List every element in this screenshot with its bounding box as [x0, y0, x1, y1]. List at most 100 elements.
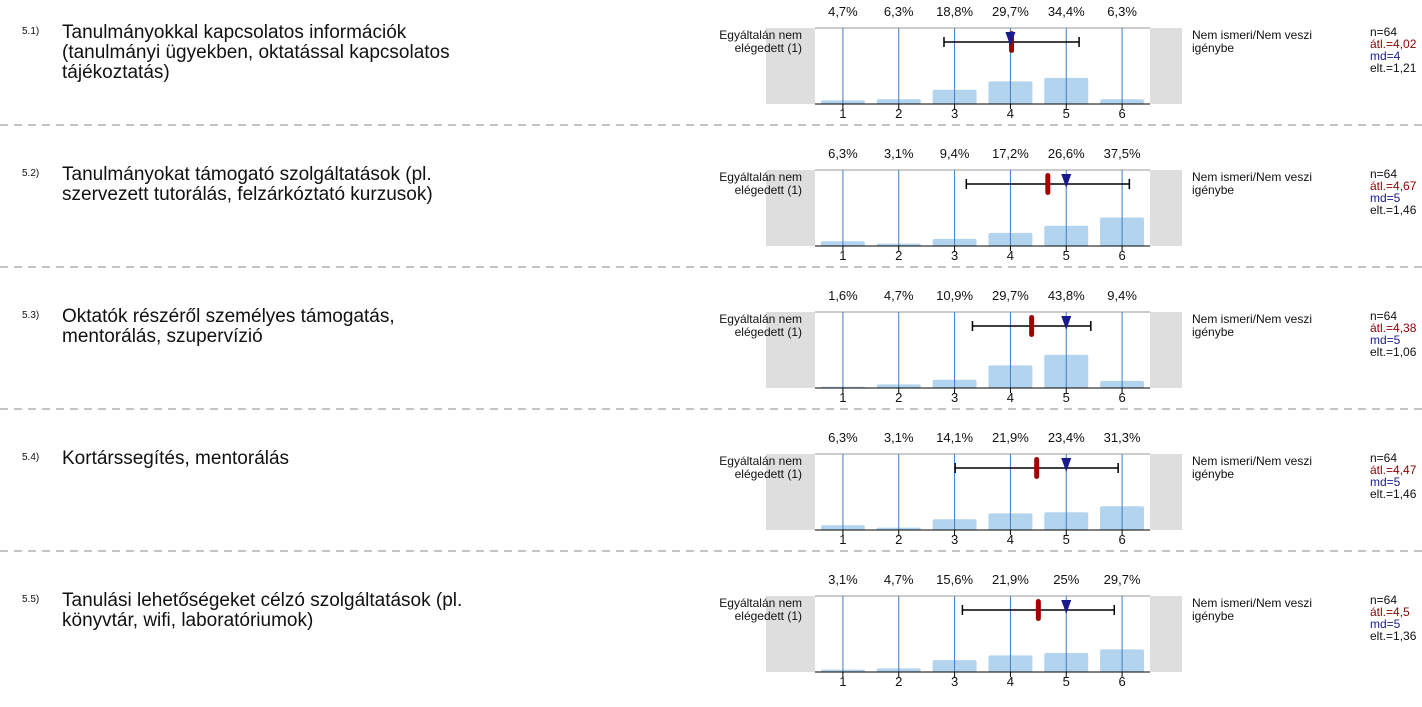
- stat-sd: elt.=1,46: [1370, 487, 1417, 501]
- right-label: Nem ismeri/Nem veszi: [1192, 454, 1312, 468]
- value-label: 23,4%: [1048, 430, 1085, 445]
- item-title: Oktatók részéről személyes támogatás,: [62, 306, 395, 327]
- left-label: Egyáltalán nem: [719, 170, 802, 184]
- right-box: [1150, 454, 1182, 530]
- value-label: 34,4%: [1048, 4, 1085, 19]
- value-label: 1,6%: [828, 288, 858, 303]
- left-label: Egyáltalán nem: [719, 454, 802, 468]
- median-marker: [1061, 458, 1072, 472]
- value-label: 29,7%: [992, 4, 1029, 19]
- right-label: igénybe: [1192, 325, 1234, 339]
- left-label: elégedett (1): [735, 609, 802, 623]
- x-tick-label: 1: [839, 532, 846, 547]
- left-box: [766, 28, 815, 104]
- stat-n: n=64: [1370, 25, 1397, 39]
- value-label: 21,9%: [992, 572, 1029, 587]
- x-tick-label: 2: [895, 248, 902, 263]
- stat-median: md=5: [1370, 333, 1401, 347]
- value-label: 21,9%: [992, 430, 1029, 445]
- value-label: 43,8%: [1048, 288, 1085, 303]
- x-tick-label: 3: [951, 532, 958, 547]
- x-tick-label: 3: [951, 106, 958, 121]
- left-label: Egyáltalán nem: [719, 596, 802, 610]
- stat-sd: elt.=1,46: [1370, 203, 1417, 217]
- x-tick-label: 2: [895, 390, 902, 405]
- stat-mean: átl.=4,47: [1370, 463, 1417, 477]
- value-label: 31,3%: [1104, 430, 1141, 445]
- x-tick-label: 5: [1063, 106, 1070, 121]
- value-label: 15,6%: [936, 572, 973, 587]
- left-box: [766, 454, 815, 530]
- item-number: 5.5): [22, 594, 39, 605]
- x-tick-label: 5: [1063, 248, 1070, 263]
- x-tick-label: 6: [1118, 532, 1125, 547]
- value-label: 29,7%: [1104, 572, 1141, 587]
- mean-marker: [1045, 173, 1051, 195]
- x-tick-label: 5: [1063, 532, 1070, 547]
- right-label: igénybe: [1192, 41, 1234, 55]
- x-tick-label: 4: [1007, 248, 1014, 263]
- x-tick-label: 2: [895, 532, 902, 547]
- value-label: 9,4%: [1107, 288, 1137, 303]
- left-label: elégedett (1): [735, 183, 802, 197]
- item-title: Tanulmányokkal kapcsolatos információk: [62, 22, 407, 43]
- stat-sd: elt.=1,21: [1370, 61, 1417, 75]
- left-label: Egyáltalán nem: [719, 28, 802, 42]
- left-label: elégedett (1): [735, 325, 802, 339]
- right-box: [1150, 312, 1182, 388]
- stat-mean: átl.=4,02: [1370, 37, 1417, 51]
- item-title: Tanulási lehetőségeket célzó szolgáltatá…: [62, 590, 462, 611]
- value-label: 4,7%: [884, 288, 914, 303]
- stat-n: n=64: [1370, 167, 1397, 181]
- x-tick-label: 6: [1118, 106, 1125, 121]
- item-number: 5.1): [22, 26, 39, 37]
- value-label: 25%: [1053, 572, 1079, 587]
- x-tick-label: 6: [1118, 390, 1125, 405]
- item-title: Tanulmányokat támogató szolgáltatások (p…: [62, 164, 432, 185]
- x-tick-label: 1: [839, 106, 846, 121]
- x-tick-label: 6: [1118, 674, 1125, 689]
- stat-median: md=5: [1370, 475, 1401, 489]
- median-marker: [1005, 32, 1016, 46]
- x-tick-label: 1: [839, 674, 846, 689]
- right-box: [1150, 28, 1182, 104]
- stat-mean: átl.=4,67: [1370, 179, 1417, 193]
- value-label: 6,3%: [1107, 4, 1137, 19]
- value-label: 9,4%: [940, 146, 970, 161]
- x-tick-label: 3: [951, 390, 958, 405]
- right-label: igénybe: [1192, 467, 1234, 481]
- x-tick-label: 2: [895, 106, 902, 121]
- stat-n: n=64: [1370, 451, 1397, 465]
- right-label: Nem ismeri/Nem veszi: [1192, 170, 1312, 184]
- value-label: 4,7%: [884, 572, 914, 587]
- median-marker: [1061, 174, 1072, 188]
- value-label: 17,2%: [992, 146, 1029, 161]
- x-tick-label: 1: [839, 390, 846, 405]
- x-tick-label: 4: [1007, 390, 1014, 405]
- stat-mean: átl.=4,5: [1370, 605, 1410, 619]
- x-tick-label: 1: [839, 248, 846, 263]
- value-label: 3,1%: [884, 430, 914, 445]
- stat-median: md=4: [1370, 49, 1401, 63]
- stat-n: n=64: [1370, 309, 1397, 323]
- value-label: 29,7%: [992, 288, 1029, 303]
- x-tick-label: 4: [1007, 532, 1014, 547]
- item-title: (tanulmányi ügyekben, oktatással kapcsol…: [62, 42, 450, 63]
- x-tick-label: 6: [1118, 248, 1125, 263]
- x-tick-label: 3: [951, 674, 958, 689]
- right-box: [1150, 170, 1182, 246]
- item-number: 5.2): [22, 168, 39, 179]
- item-title: mentorálás, szupervízió: [62, 326, 263, 347]
- item-title: tájékoztatás): [62, 62, 170, 83]
- median-marker: [1061, 600, 1072, 614]
- item-title: szervezett tutorálás, felzárkóztató kurz…: [62, 184, 433, 205]
- mean-marker: [1034, 457, 1040, 479]
- x-tick-label: 4: [1007, 674, 1014, 689]
- value-label: 6,3%: [828, 430, 858, 445]
- stat-median: md=5: [1370, 191, 1401, 205]
- stat-sd: elt.=1,06: [1370, 345, 1417, 359]
- x-tick-label: 5: [1063, 674, 1070, 689]
- value-label: 3,1%: [884, 146, 914, 161]
- left-box: [766, 312, 815, 388]
- right-label: Nem ismeri/Nem veszi: [1192, 596, 1312, 610]
